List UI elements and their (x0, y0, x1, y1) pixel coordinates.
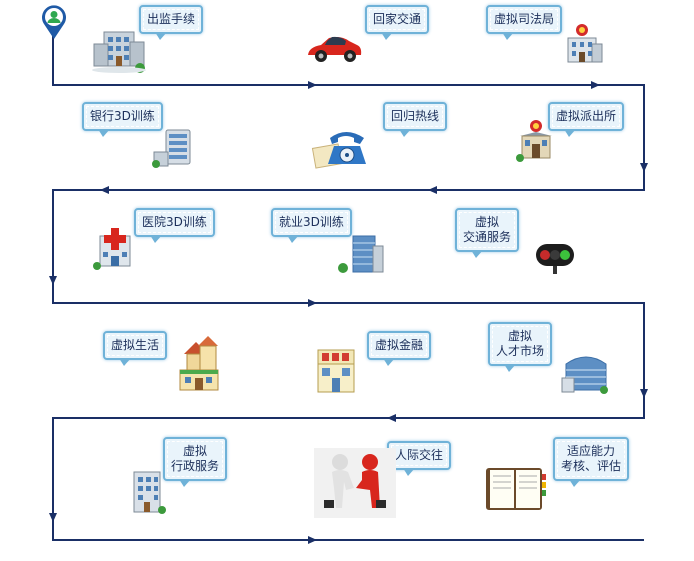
step-label-bubble: 医院3D训练 (134, 208, 215, 243)
notebook-icon (482, 462, 548, 514)
step-label-bubble: 虚拟生活 (103, 331, 168, 366)
step-label-bubble: 回归热线 (383, 102, 448, 137)
flow-arrow (100, 186, 109, 194)
telephone-icon (310, 124, 374, 170)
building-icon (90, 28, 148, 74)
flow-arrow (428, 186, 437, 194)
flow-arrow (308, 81, 317, 89)
step-label-text: 虚拟 (508, 329, 533, 343)
handshake-icon (314, 448, 396, 518)
step-label-text: 虚拟 (475, 215, 500, 229)
step-label-text: 虚拟金融 (375, 338, 424, 352)
houses-icon (176, 332, 222, 396)
step-label-text: 人才市场 (496, 344, 545, 358)
step-label-bubble: 出监手续 (139, 5, 204, 40)
step-label-text: 适应能力 (567, 444, 616, 458)
admin-building-icon (128, 468, 168, 516)
step-label-bubble: 虚拟司法局 (486, 5, 563, 40)
user-pin-icon (40, 4, 68, 40)
curved-building-icon (560, 350, 610, 396)
flow-arrow (387, 414, 396, 422)
step-label-bubble: 就业3D训练 (271, 208, 352, 243)
step-label-text: 医院3D训练 (142, 215, 207, 229)
step-label-bubble: 虚拟派出所 (548, 102, 625, 137)
flow-arrow (591, 81, 600, 89)
step-label-text: 虚拟生活 (111, 338, 160, 352)
step-label-text: 虚拟派出所 (556, 109, 617, 123)
red-car-icon (305, 33, 363, 67)
flow-arrow (308, 299, 317, 307)
step-label-text: 考核、评估 (561, 459, 622, 473)
shop-icon (314, 346, 358, 398)
flow-line (52, 30, 645, 541)
step-label-text: 人际交往 (395, 448, 444, 462)
traffic-light-icon (534, 234, 576, 276)
step-label-bubble: 虚拟 人才市场 (488, 322, 553, 372)
flow-arrow (308, 536, 317, 544)
step-label-bubble: 适应能力 考核、评估 (553, 437, 630, 487)
step-label-text: 就业3D训练 (279, 215, 344, 229)
bank-server-icon (150, 126, 194, 170)
step-label-text: 出监手续 (147, 12, 196, 26)
step-label-bubble: 回家交通 (365, 5, 430, 40)
step-label-bubble: 虚拟 行政服务 (163, 437, 228, 487)
step-label-text: 行政服务 (171, 459, 220, 473)
step-label-bubble: 虚拟 交通服务 (455, 208, 520, 258)
step-label-text: 交通服务 (463, 230, 512, 244)
police-station-icon (514, 118, 558, 164)
step-label-text: 回家交通 (373, 12, 422, 26)
step-label-bubble: 人际交往 (387, 441, 452, 476)
flow-arrow (49, 276, 57, 285)
office-tower-icon (335, 234, 385, 274)
step-label-bubble: 银行3D训练 (82, 102, 163, 137)
step-label-text: 虚拟 (183, 444, 208, 458)
step-label-text: 虚拟司法局 (494, 12, 555, 26)
flow-arrow (640, 389, 648, 398)
step-label-text: 回归热线 (391, 109, 440, 123)
flow-arrow (640, 163, 648, 172)
step-label-text: 银行3D训练 (90, 109, 155, 123)
step-label-bubble: 虚拟金融 (367, 331, 432, 366)
flow-arrow (49, 513, 57, 522)
court-building-icon (560, 22, 606, 68)
hospital-icon (92, 226, 136, 272)
